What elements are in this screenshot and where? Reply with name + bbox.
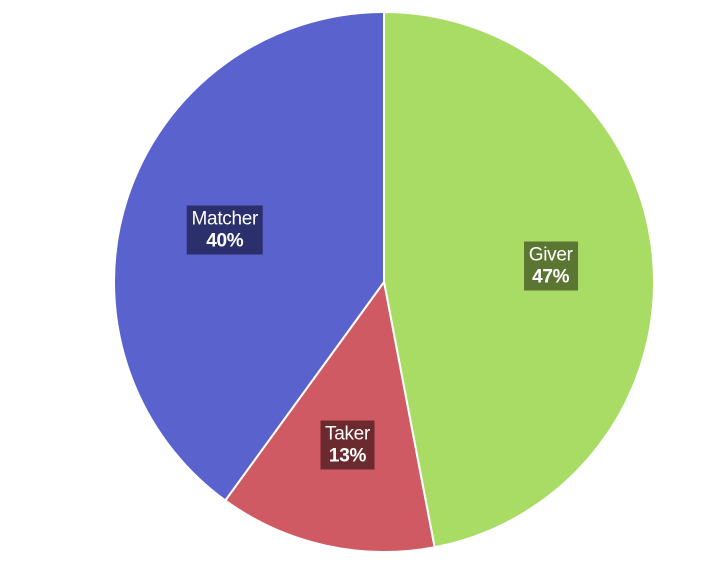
pie-slice-matcher — [113, 10, 385, 502]
slice-percent: 40% — [206, 230, 244, 252]
slice-percent: 47% — [532, 266, 570, 288]
slice-name: Taker — [325, 423, 370, 445]
slice-name: Matcher — [191, 208, 259, 230]
pie-slice-taker — [223, 279, 436, 553]
slice-label-giver: Giver 47% — [523, 241, 578, 291]
pie-slice-giver — [383, 10, 655, 549]
slice-label-taker: Taker 13% — [320, 420, 375, 470]
slice-percent: 13% — [328, 445, 367, 467]
slice-name: Giver — [528, 244, 573, 266]
slice-label-matcher: Matcher 40% — [186, 205, 264, 255]
